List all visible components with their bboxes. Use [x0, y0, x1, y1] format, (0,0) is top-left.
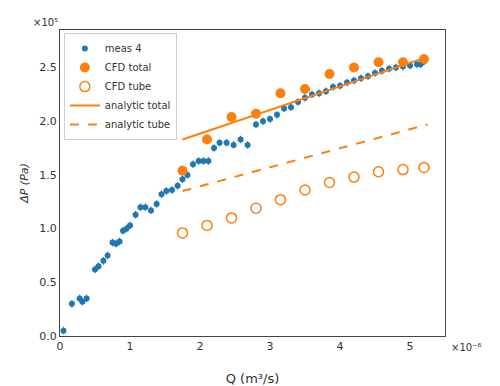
svg-text:CFD total: CFD total	[105, 62, 151, 73]
svg-text:3: 3	[267, 340, 274, 353]
svg-text:2.5: 2.5	[39, 61, 57, 74]
svg-text:1: 1	[127, 340, 134, 353]
svg-text:meas 4: meas 4	[105, 43, 142, 54]
svg-text:5: 5	[407, 340, 414, 353]
svg-text:1.0: 1.0	[39, 222, 57, 235]
svg-text:1.5: 1.5	[39, 169, 57, 182]
svg-text:2.0: 2.0	[39, 115, 57, 128]
svg-text:analytic total: analytic total	[105, 100, 171, 111]
svg-text:×10⁵: ×10⁵	[33, 17, 58, 28]
svg-text:0: 0	[57, 340, 64, 353]
svg-text:4: 4	[337, 340, 344, 353]
svg-text:Q (m³/s): Q (m³/s)	[226, 371, 280, 386]
svg-text:×10⁻⁶: ×10⁻⁶	[451, 342, 481, 353]
svg-text:2: 2	[197, 340, 204, 353]
svg-text:0.0: 0.0	[39, 330, 57, 343]
svg-text:0.5: 0.5	[39, 276, 57, 289]
svg-text:analytic tube: analytic tube	[105, 119, 170, 130]
svg-text:ΔP (Pa): ΔP (Pa)	[18, 163, 31, 204]
svg-text:CFD tube: CFD tube	[105, 81, 151, 92]
